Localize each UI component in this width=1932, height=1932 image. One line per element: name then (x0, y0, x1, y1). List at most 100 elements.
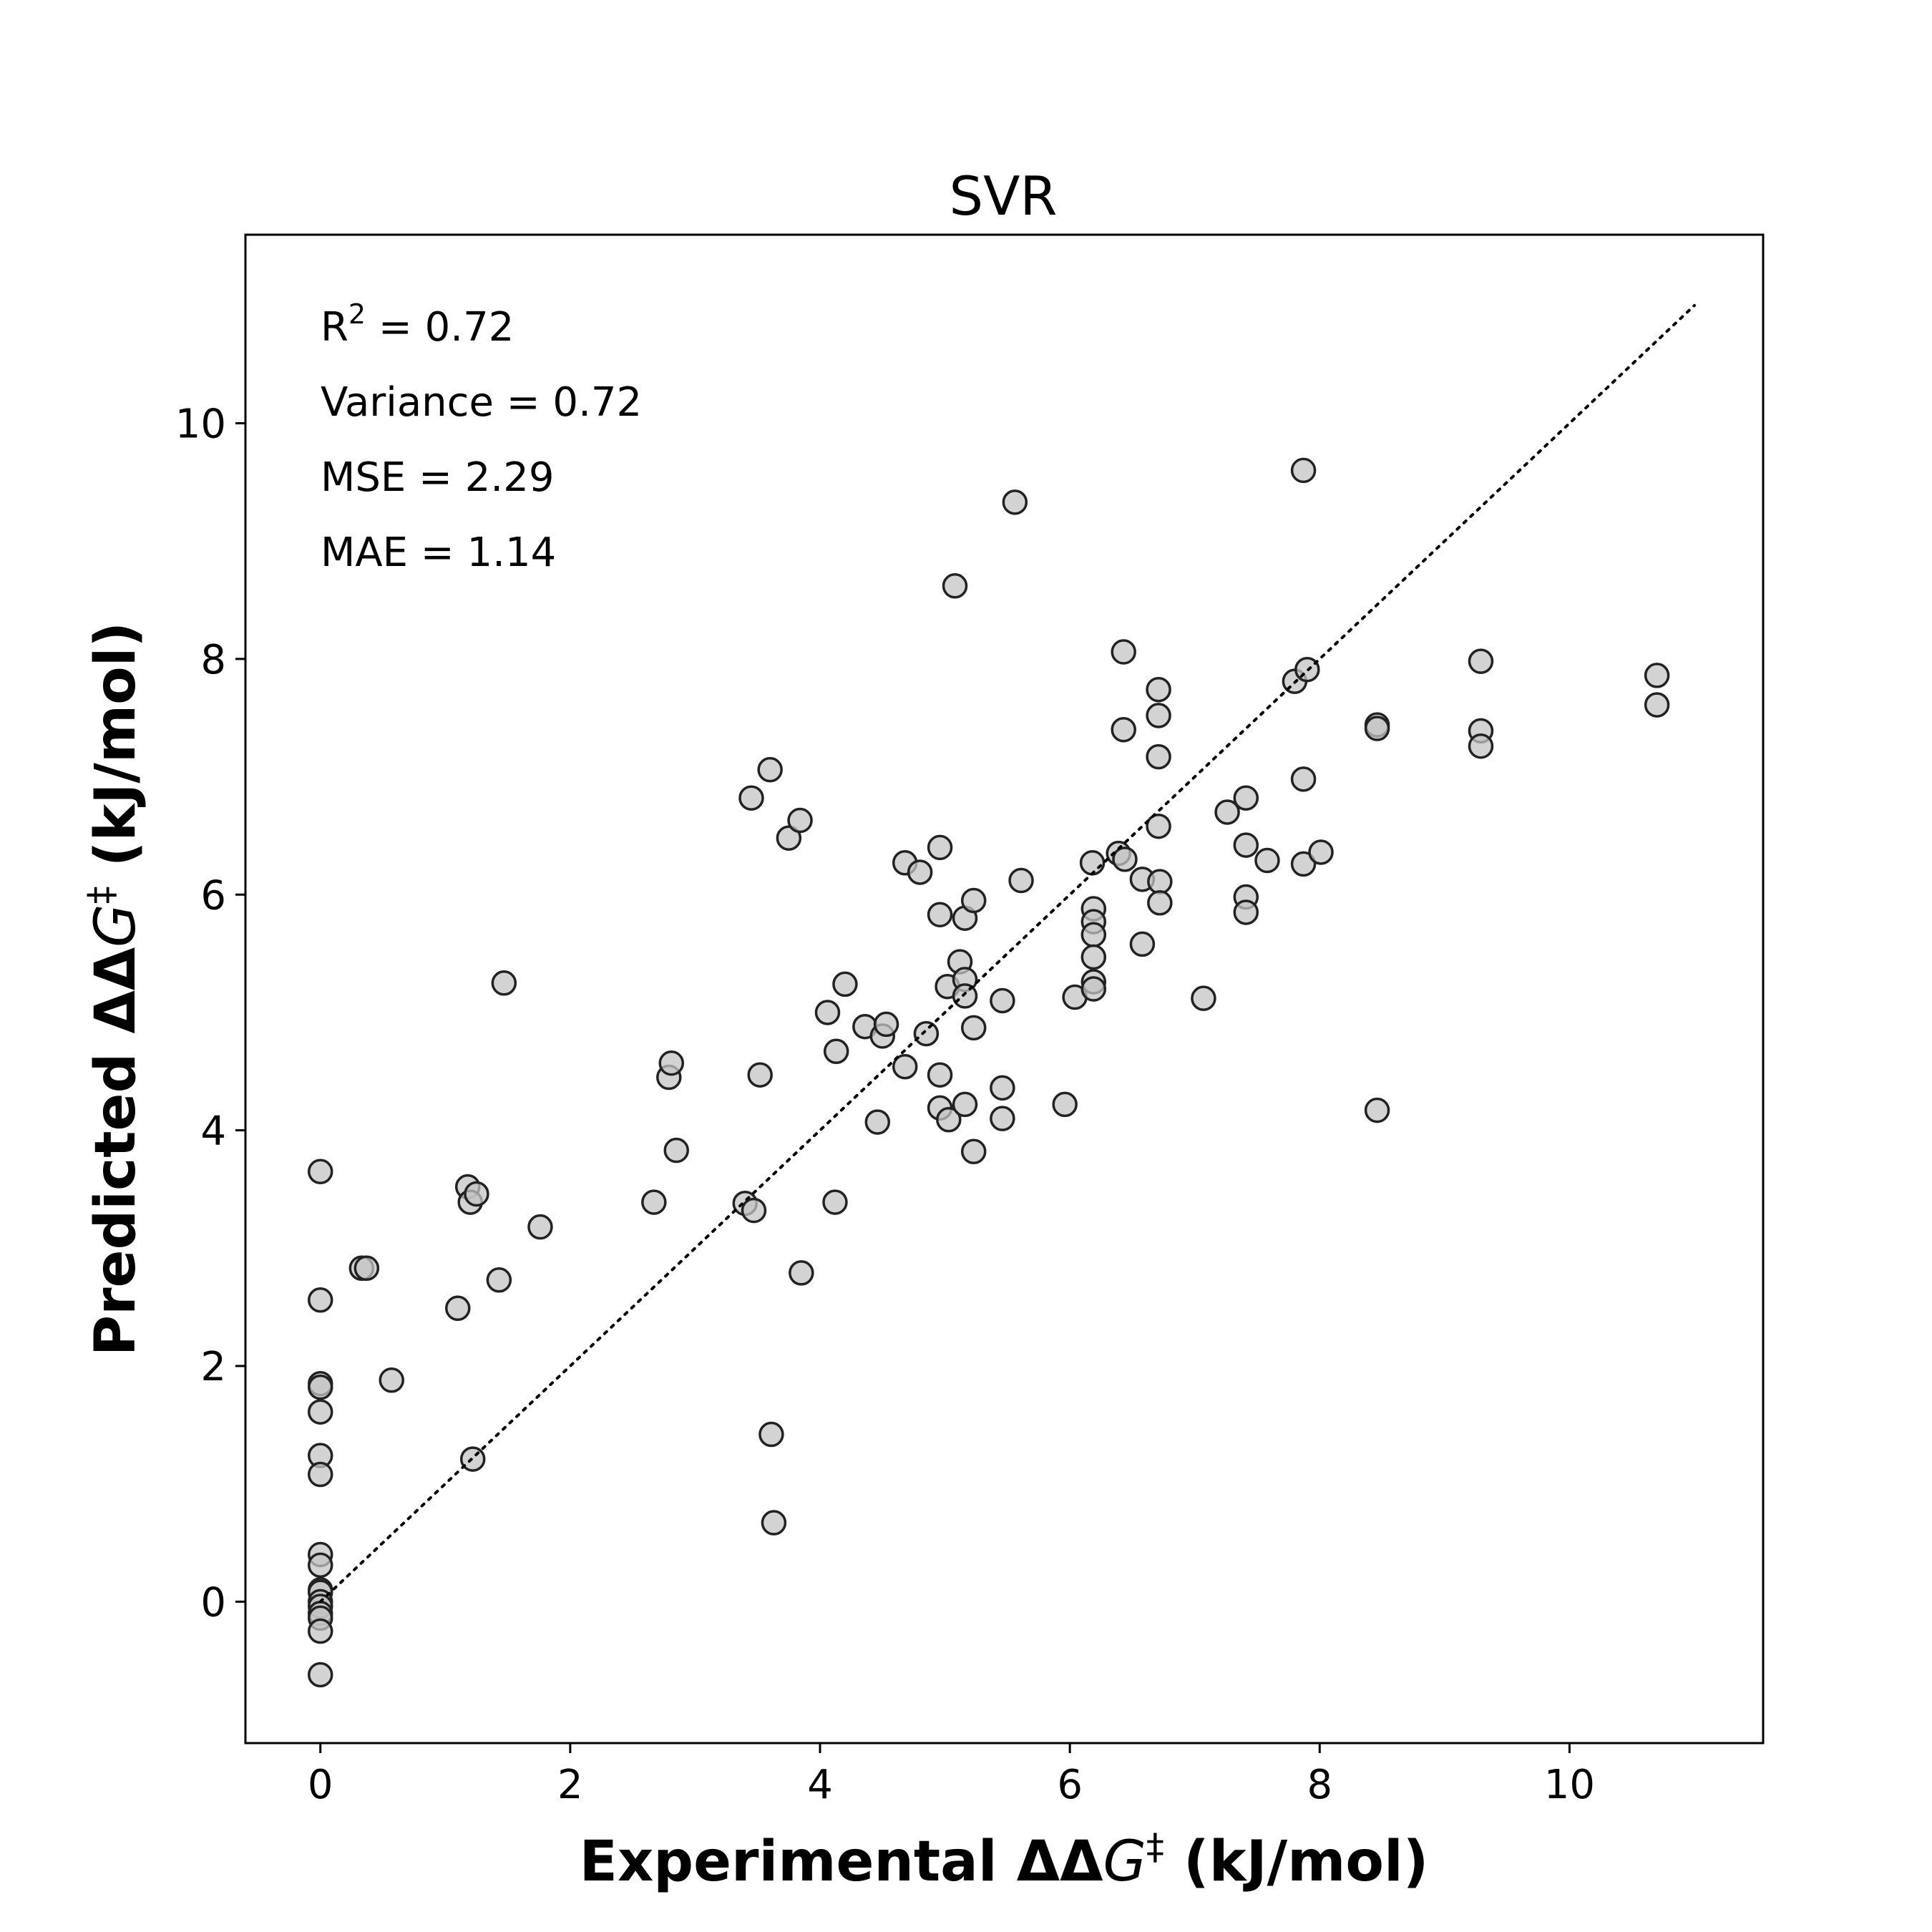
x-axis-label: Experimental ΔΔG‡ (kJ/mol) (580, 1826, 1429, 1894)
data-point-45 (832, 971, 858, 997)
data-point-103 (1290, 457, 1317, 484)
y-tick-label: 10 (175, 401, 226, 448)
data-point-64 (952, 983, 978, 1009)
identity-reference-line (318, 303, 1696, 1604)
data-point-71 (990, 1106, 1015, 1131)
data-point-92 (1146, 813, 1171, 839)
data-point-76 (1079, 850, 1106, 876)
x-tick-label: 8 (1307, 1762, 1332, 1808)
data-point-3 (307, 1374, 333, 1400)
data-point-85 (1111, 716, 1136, 743)
x-tick-label: 4 (807, 1762, 833, 1808)
data-point-97 (1233, 785, 1259, 811)
data-point-4 (307, 1399, 333, 1425)
data-point-23 (464, 1181, 489, 1207)
data-point-53 (913, 1020, 940, 1047)
data-point-88 (1129, 931, 1156, 957)
data-point-39 (776, 825, 802, 851)
data-point-104 (1290, 766, 1317, 792)
data-point-107 (1308, 839, 1334, 865)
data-point-105 (1290, 851, 1317, 877)
chart-title: SVR (949, 165, 1057, 228)
data-point-49 (873, 1011, 899, 1038)
data-point-69 (990, 987, 1015, 1014)
data-point-52 (907, 859, 933, 885)
data-point-19 (379, 1367, 404, 1393)
data-point-20 (445, 1295, 471, 1322)
data-point-47 (864, 1109, 891, 1135)
data-point-82 (1080, 976, 1107, 1002)
y-tick-label: 4 (200, 1108, 226, 1155)
data-point-95 (1191, 985, 1216, 1011)
data-point-109 (1364, 716, 1390, 741)
data-point-98 (1233, 832, 1259, 858)
data-point-41 (789, 1260, 814, 1286)
data-point-38 (761, 1510, 787, 1536)
data-point-72 (1002, 489, 1028, 515)
data-point-26 (491, 970, 517, 996)
data-point-54 (927, 834, 953, 861)
data-point-42 (814, 1000, 841, 1025)
data-point-30 (658, 1050, 685, 1076)
x-tick-label: 6 (1057, 1762, 1083, 1808)
data-point-31 (663, 1137, 690, 1163)
data-point-67 (960, 1015, 987, 1041)
variance-text: Variance = 0.72 (321, 379, 642, 426)
data-point-94 (1147, 890, 1173, 916)
data-point-34 (741, 1197, 767, 1224)
y-tick-label: 8 (200, 637, 226, 683)
data-point-28 (641, 1189, 667, 1215)
data-point-91 (1146, 743, 1171, 770)
x-tick-label: 2 (557, 1762, 583, 1808)
mae-text: MAE = 1.14 (321, 530, 556, 576)
data-point-110 (1364, 1097, 1390, 1123)
data-point-56 (927, 1062, 953, 1088)
data-point-37 (758, 1421, 784, 1448)
data-point-113 (1468, 733, 1494, 759)
data-point-15 (307, 1618, 333, 1644)
data-point-60 (942, 573, 968, 599)
data-point-111 (1468, 648, 1494, 674)
data-point-25 (486, 1267, 512, 1293)
plot-frame (244, 233, 1765, 1745)
data-point-6 (307, 1461, 333, 1488)
data-point-27 (527, 1214, 553, 1240)
data-point-80 (1080, 944, 1107, 970)
x-tick-label: 0 (308, 1762, 333, 1808)
data-point-68 (960, 1138, 987, 1165)
data-point-73 (1008, 867, 1034, 894)
data-point-55 (927, 902, 953, 927)
data-point-101 (1254, 847, 1280, 874)
data-point-59 (936, 1107, 962, 1133)
data-point-8 (307, 1552, 333, 1579)
data-point-114 (1644, 663, 1670, 688)
data-point-44 (823, 1038, 849, 1065)
x-tick-label: 10 (1544, 1762, 1595, 1808)
data-point-89 (1146, 676, 1171, 703)
data-point-0 (307, 1158, 333, 1185)
data-point-86 (1112, 847, 1138, 872)
stats-annotation: R2 = 0.72 Variance = 0.72 MSE = 2.29 MAE = … (321, 298, 642, 576)
data-point-43 (822, 1189, 848, 1215)
data-point-70 (990, 1075, 1015, 1101)
data-point-79 (1080, 922, 1107, 947)
data-point-74 (1052, 1091, 1078, 1118)
y-tick-label: 0 (200, 1579, 226, 1626)
y-tick-label: 2 (200, 1344, 226, 1390)
data-point-40 (787, 807, 813, 834)
data-point-35 (747, 1062, 773, 1088)
data-point-100 (1233, 899, 1259, 925)
y-tick-label: 6 (200, 872, 226, 919)
data-point-84 (1111, 639, 1136, 665)
data-point-1 (307, 1287, 333, 1313)
data-point-90 (1146, 703, 1171, 728)
data-point-33 (738, 785, 764, 811)
data-point-16 (307, 1662, 333, 1688)
mse-text: MSE = 2.29 (321, 454, 554, 501)
data-point-66 (960, 887, 987, 914)
y-axis-label: Predicted ΔΔG‡ (kJ/mol) (80, 622, 148, 1356)
r-squared-text: R2 = 0.72 (321, 298, 514, 351)
data-point-65 (952, 1091, 978, 1118)
data-point-93 (1147, 869, 1173, 894)
